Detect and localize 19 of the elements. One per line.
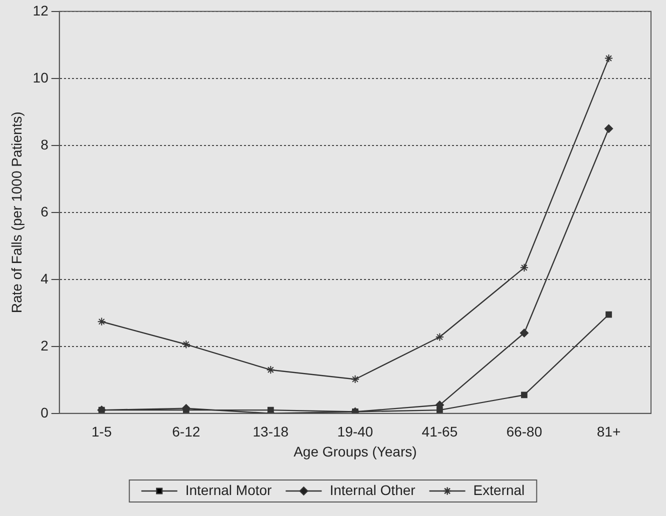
y-tick-label: 2 [40, 337, 49, 354]
y-tick-label: 12 [32, 2, 49, 18]
x-tick-label: 6-12 [172, 424, 200, 440]
x-tick-label: 13-18 [252, 424, 289, 440]
x-tick-label: 41-65 [422, 424, 458, 440]
y-tick-label: 4 [40, 270, 49, 286]
x-tick-label: 66-80 [506, 424, 542, 440]
y-tick-label: 0 [40, 404, 49, 420]
y-axis-title: Rate of Falls (per 1000 Patients) [8, 112, 24, 314]
x-tick-label: 19-40 [337, 424, 374, 440]
y-tick-label: 6 [40, 203, 49, 220]
y-tick-label: 10 [32, 69, 49, 86]
legend-label: Internal Other [330, 482, 416, 498]
x-tick-label: 81+ [596, 424, 621, 440]
legend-label: External [473, 482, 525, 498]
x-axis-title: Age Groups (Years) [294, 443, 417, 460]
y-tick-label: 8 [40, 136, 49, 152]
legend-label: Internal Motor [185, 482, 272, 498]
x-tick-label: 1-5 [92, 424, 112, 440]
